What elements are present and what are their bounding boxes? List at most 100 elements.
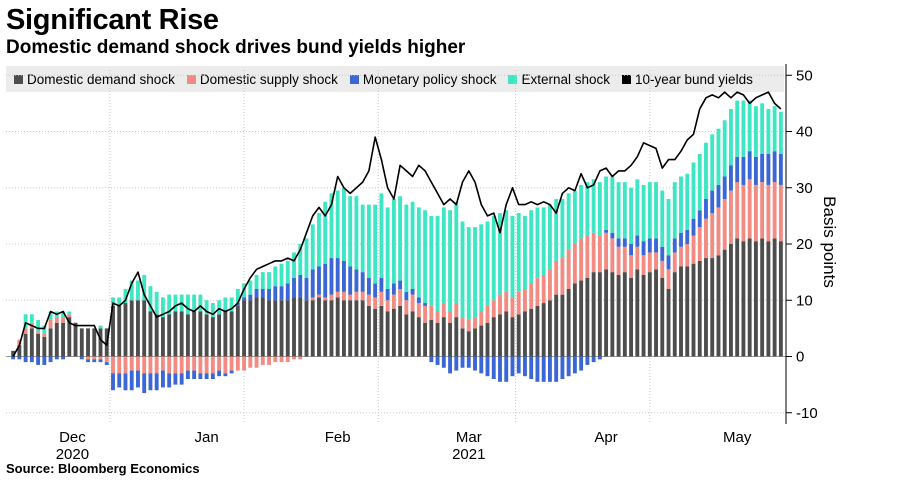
bar-domestic-supply [766, 184, 771, 242]
bar-domestic-demand [435, 322, 440, 357]
bar-domestic-supply [235, 356, 240, 371]
bar-monetary-policy [160, 370, 165, 388]
bar-domestic-demand [597, 272, 602, 357]
bar-external [260, 272, 265, 289]
bar-domestic-supply [691, 235, 696, 264]
bar-monetary-policy [491, 356, 496, 379]
bar-domestic-demand [210, 317, 215, 357]
bar-domestic-demand [67, 317, 72, 357]
bar-domestic-supply [136, 356, 140, 371]
bar-domestic-supply [622, 246, 627, 273]
bar-external [379, 193, 384, 278]
bar-domestic-supply [86, 356, 90, 360]
bar-domestic-supply [679, 246, 683, 267]
bar-external [192, 294, 197, 312]
bar-domestic-supply [597, 235, 602, 273]
bar-monetary-policy [11, 356, 16, 360]
bar-domestic-supply [273, 356, 278, 363]
bar-external [591, 179, 596, 233]
bar-domestic-demand [666, 289, 671, 357]
bar-monetary-policy [373, 283, 378, 298]
bar-monetary-policy [292, 277, 296, 298]
bar-domestic-demand [342, 300, 346, 357]
bar-domestic-supply [604, 232, 609, 270]
bar-monetary-policy [42, 356, 47, 365]
bar-domestic-demand [416, 317, 421, 357]
bar-domestic-demand [398, 305, 403, 357]
bar-external [572, 190, 577, 244]
bar-domestic-supply [410, 294, 415, 312]
bar-monetary-policy [479, 356, 484, 374]
bar-domestic-demand [242, 300, 247, 357]
bar-external [585, 182, 590, 236]
bar-domestic-supply [36, 331, 41, 334]
bar-domestic-demand [616, 274, 621, 357]
bar-monetary-policy [223, 373, 228, 377]
bar-domestic-supply [585, 235, 590, 278]
bar-external [629, 187, 634, 244]
y-tick-label: 40 [796, 124, 813, 141]
bar-monetary-policy [117, 373, 122, 388]
bar-monetary-policy [554, 356, 559, 382]
bar-domestic-supply [404, 300, 409, 315]
bar-external [454, 201, 459, 304]
bar-domestic-demand [672, 272, 677, 357]
bar-domestic-demand [516, 314, 521, 357]
bar-domestic-demand [579, 280, 584, 357]
bar-domestic-supply [741, 184, 746, 242]
bar-domestic-demand [629, 277, 634, 357]
bar-monetary-policy [285, 283, 290, 301]
bar-domestic-demand [129, 300, 134, 357]
bar-external [123, 289, 128, 304]
bar-external [610, 176, 615, 233]
bar-domestic-supply [348, 294, 353, 301]
bar-monetary-policy [391, 283, 396, 295]
bar-external [679, 176, 683, 233]
bar-domestic-supply [504, 291, 509, 312]
bar-monetary-policy [360, 272, 365, 292]
bar-domestic-demand [535, 305, 540, 357]
bar-external [716, 128, 721, 185]
bar-domestic-demand [317, 297, 321, 357]
bar-monetary-policy [435, 356, 440, 365]
bar-domestic-supply [173, 356, 178, 374]
bar-domestic-demand [704, 258, 708, 357]
bar-domestic-supply [479, 311, 484, 326]
bar-domestic-supply [579, 238, 584, 281]
bar-domestic-demand [92, 328, 97, 357]
bar-external [635, 179, 640, 236]
bar-domestic-supply [192, 356, 197, 371]
bar-domestic-demand [379, 305, 384, 357]
bar-monetary-policy [167, 373, 172, 388]
bar-domestic-supply [629, 255, 634, 278]
bar-domestic-supply [523, 289, 527, 312]
bar-external [778, 111, 783, 154]
bar-domestic-demand [716, 255, 721, 357]
bar-domestic-supply [647, 252, 652, 273]
bar-monetary-policy [641, 241, 646, 256]
bar-monetary-policy [685, 229, 690, 244]
y-tick-label: -10 [796, 405, 818, 422]
bar-external [204, 300, 209, 315]
bar-domestic-demand [591, 272, 596, 357]
bar-monetary-policy [210, 373, 215, 379]
bar-domestic-demand [391, 308, 396, 357]
bar-domestic-demand [747, 238, 752, 357]
bar-monetary-policy [204, 373, 209, 379]
bar-external [98, 325, 103, 329]
bar-external [29, 314, 34, 323]
bar-external [747, 100, 752, 152]
bar-domestic-demand [111, 305, 115, 357]
bar-monetary-policy [654, 238, 658, 253]
bar-domestic-demand [610, 272, 615, 357]
bar-domestic-demand [554, 294, 559, 357]
bar-domestic-demand [778, 241, 783, 357]
bar-external [342, 187, 346, 261]
bar-monetary-policy [36, 356, 41, 365]
bar-domestic-demand [635, 269, 640, 357]
bar-external [760, 103, 765, 154]
source-note: Source: Bloomberg Economics [6, 461, 200, 476]
bar-monetary-policy [560, 356, 565, 379]
bar-monetary-policy [529, 356, 534, 379]
bar-domestic-supply [385, 300, 390, 312]
